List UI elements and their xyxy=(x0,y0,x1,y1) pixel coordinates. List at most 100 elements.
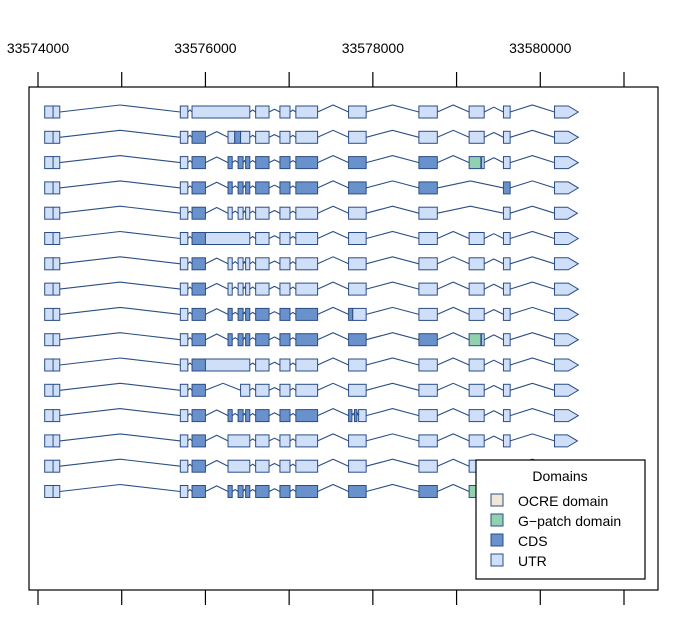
intron-line xyxy=(366,332,420,341)
cds-block xyxy=(502,181,511,195)
intron-line xyxy=(205,156,229,164)
intron-line xyxy=(249,311,256,315)
intron-line xyxy=(366,306,420,315)
cds-block xyxy=(255,485,270,498)
intron-line xyxy=(317,104,349,113)
transcript-row xyxy=(44,281,580,296)
intron-line xyxy=(59,205,181,214)
utr-block xyxy=(468,130,485,144)
utr-block xyxy=(348,383,367,397)
intron-line xyxy=(187,159,193,163)
intron-line xyxy=(437,332,470,341)
utr-block xyxy=(418,383,438,397)
intron-line xyxy=(187,336,193,341)
utr-block xyxy=(468,105,485,119)
intron-line xyxy=(187,438,193,442)
utr-block xyxy=(279,206,291,220)
legend-swatch-cds xyxy=(490,533,504,547)
cds-block xyxy=(191,358,206,372)
utr-block xyxy=(418,257,438,271)
intron-line xyxy=(437,306,470,315)
intron-line xyxy=(317,281,349,290)
utr-block xyxy=(227,130,236,144)
intron-line xyxy=(509,230,555,240)
intron-line xyxy=(437,281,470,290)
intron-line xyxy=(268,235,281,239)
intron-line xyxy=(205,131,229,138)
cds-block xyxy=(191,232,206,245)
cds-block xyxy=(255,307,270,321)
x-tick-label: 33578000 xyxy=(342,40,405,56)
intron-line xyxy=(187,134,193,138)
intron-line xyxy=(317,332,349,341)
intron-line xyxy=(268,285,281,290)
intron-line xyxy=(268,488,281,492)
utr-block xyxy=(227,282,233,296)
intron-line xyxy=(317,357,349,366)
utr-block xyxy=(44,181,61,195)
utr-arrow-block xyxy=(554,257,580,271)
intron-line xyxy=(249,488,256,492)
utr-block xyxy=(191,105,251,119)
cds-block xyxy=(191,409,206,423)
utr-block xyxy=(481,156,485,170)
intron-line xyxy=(289,438,297,442)
utr-block xyxy=(502,156,511,170)
intron-line xyxy=(289,159,297,164)
intron-line xyxy=(268,184,281,189)
intron-line xyxy=(509,104,555,113)
intron-line xyxy=(509,129,555,138)
utr-block xyxy=(245,257,251,271)
intron-line xyxy=(366,180,420,189)
utr-block xyxy=(418,307,438,321)
transcript-row xyxy=(44,433,579,448)
utr-block xyxy=(468,434,485,448)
intron-line xyxy=(366,129,420,138)
intron-line xyxy=(249,134,256,138)
intron-line xyxy=(317,306,349,315)
intron-line xyxy=(509,155,555,164)
utr-block xyxy=(295,206,319,220)
utr-block xyxy=(240,383,251,397)
intron-line xyxy=(437,230,470,240)
utr-block xyxy=(255,358,270,372)
cds-block xyxy=(418,333,438,347)
legend-swatch-gpatch xyxy=(490,513,504,527)
utr-block xyxy=(468,383,485,397)
utr-block xyxy=(481,333,485,347)
legend-swatch-ocre xyxy=(490,493,504,507)
x-tick-label: 33576000 xyxy=(174,40,237,56)
intron-line xyxy=(289,210,297,214)
cds-block xyxy=(237,181,244,195)
intron-line xyxy=(187,463,193,467)
intron-line xyxy=(231,210,239,214)
utr-block xyxy=(204,358,251,372)
intron-line xyxy=(231,261,239,265)
intron-line xyxy=(317,407,349,417)
intron-line xyxy=(483,258,504,265)
intron-line xyxy=(483,233,504,239)
utr-block xyxy=(245,282,251,296)
utr-block xyxy=(348,206,367,220)
intron-line xyxy=(187,210,193,214)
utr-block xyxy=(179,459,189,473)
cds-block xyxy=(348,156,367,170)
utr-block xyxy=(255,130,270,144)
utr-block xyxy=(295,282,319,296)
intron-line xyxy=(249,109,256,113)
intron-line xyxy=(249,261,256,265)
utr-block xyxy=(179,206,189,220)
transcript-row xyxy=(44,306,580,321)
intron-line xyxy=(289,463,297,467)
intron-line xyxy=(187,488,193,492)
cds-block xyxy=(227,333,233,347)
cds-block xyxy=(295,333,319,347)
transcript-row xyxy=(44,256,580,271)
utr-arrow-block xyxy=(554,358,580,372)
intron-line xyxy=(366,408,420,417)
intron-line xyxy=(205,206,229,214)
utr-block xyxy=(279,105,291,119)
cds-block xyxy=(237,156,244,170)
cds-block xyxy=(191,282,206,296)
